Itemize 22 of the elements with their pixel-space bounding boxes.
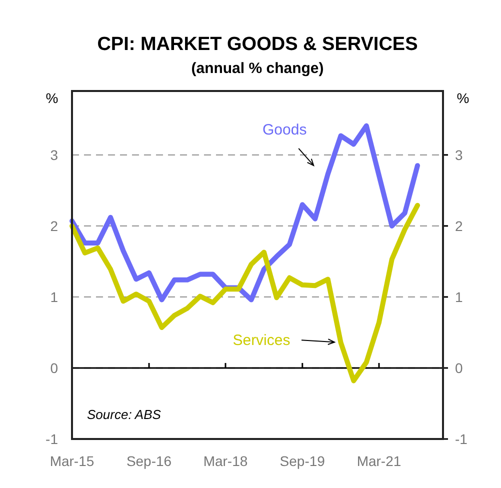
chart-title: CPI: MARKET GOODS & SERVICES	[97, 34, 418, 55]
x-tick-label: Mar-18	[203, 453, 248, 469]
y-axis-title: %	[46, 90, 58, 106]
y2-axis-title: %	[456, 90, 470, 106]
y-tick-label: -1	[46, 431, 58, 447]
y2-tick-label: 3	[455, 146, 463, 163]
y2-tick-label: 2	[455, 218, 463, 234]
x-tick-label: Mar-21	[356, 453, 402, 469]
y-tick-label: 2	[50, 218, 58, 234]
annotation: Source: ABS	[87, 407, 162, 422]
y2-tick-label: 1	[455, 288, 463, 305]
y2-tick-label: -1	[455, 431, 468, 447]
y-tick-label: 3	[50, 146, 58, 163]
y2-tick-label: 0	[455, 360, 463, 376]
y-tick-label: 1	[50, 288, 58, 305]
text: Services	[232, 332, 290, 350]
text: Goods	[262, 121, 307, 138]
chart-subtitle: (annual % change)	[191, 60, 324, 77]
x-tick-label: Sep-19	[280, 453, 326, 469]
y-tick-label: 0	[50, 360, 58, 376]
x-tick-label: Sep-16	[126, 453, 172, 469]
x-tick-label: Mar-15	[50, 453, 94, 469]
